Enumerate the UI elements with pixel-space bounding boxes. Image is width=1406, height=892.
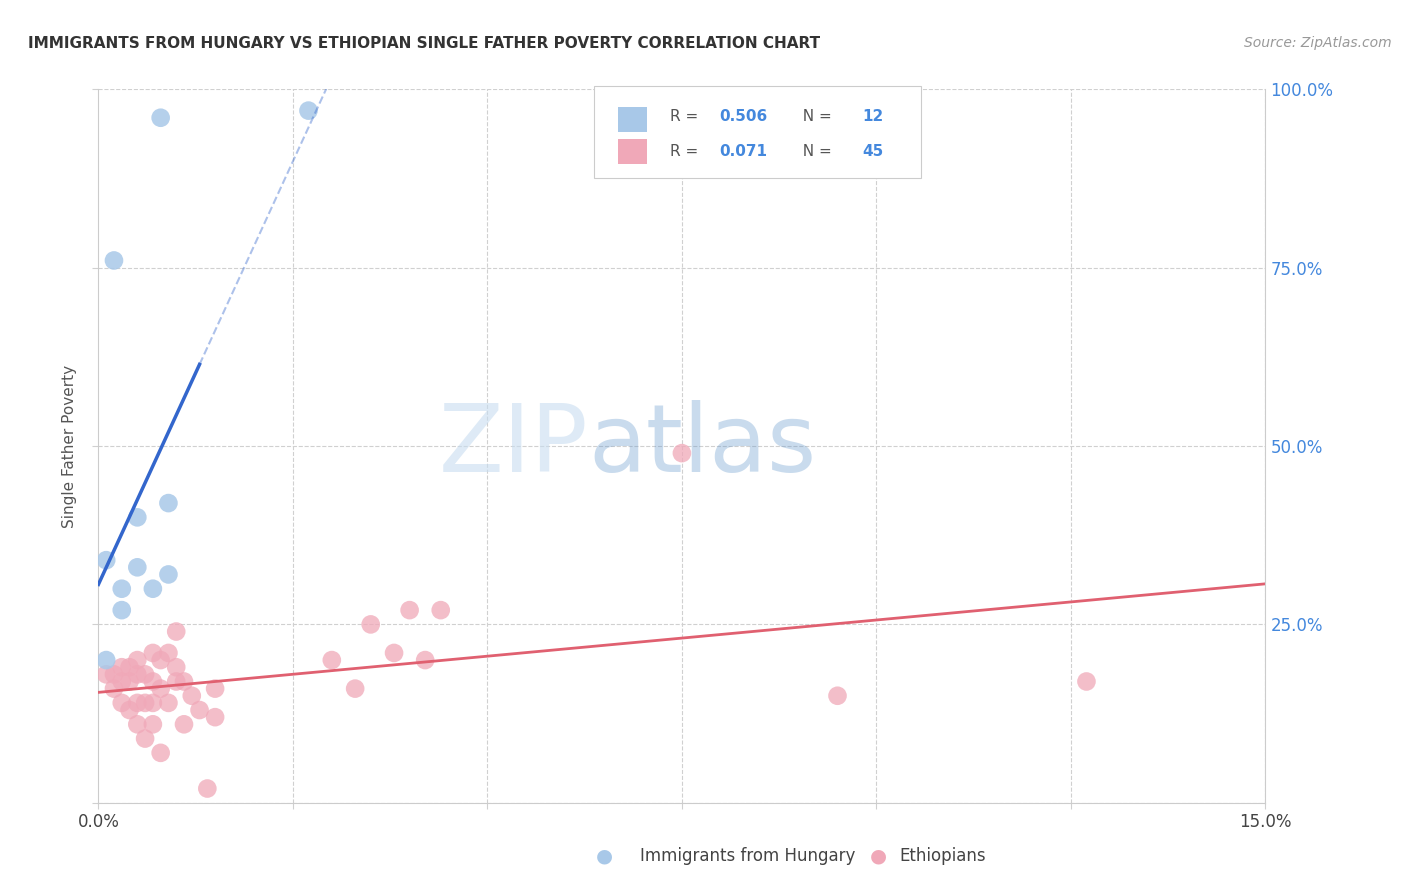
Point [157,496,180,510]
Point [157,646,180,660]
Point [157,696,180,710]
Point [96,653,118,667]
Text: 0.506: 0.506 [720,109,768,124]
Text: ●: ● [870,847,887,866]
Text: R =: R = [671,109,703,124]
Text: IMMIGRANTS FROM HUNGARY VS ETHIOPIAN SINGLE FATHER POVERTY CORRELATION CHART: IMMIGRANTS FROM HUNGARY VS ETHIOPIAN SIN… [28,36,820,51]
Point [111,660,134,674]
Y-axis label: Single Father Poverty: Single Father Poverty [62,365,77,527]
Point [111,674,134,689]
Point [165,624,187,639]
Point [180,689,202,703]
Point [188,703,211,717]
Point [103,681,125,696]
Point [118,674,141,689]
Point [103,253,125,268]
Point [142,582,165,596]
Point [165,660,187,674]
Point [142,646,165,660]
Point [111,696,134,710]
Point [149,746,172,760]
Text: ZIP: ZIP [439,400,589,492]
Point [344,681,367,696]
Point [118,660,141,674]
Text: 12: 12 [863,109,884,124]
Point [127,560,149,574]
Point [149,111,172,125]
Point [671,446,693,460]
Point [127,653,149,667]
Point [204,681,226,696]
Text: 45: 45 [863,144,884,159]
Point [127,667,149,681]
Text: 0.071: 0.071 [720,144,768,159]
Text: R =: R = [671,144,703,159]
Text: ●: ● [596,847,613,866]
Point [195,781,218,796]
Text: Source: ZipAtlas.com: Source: ZipAtlas.com [1244,36,1392,50]
Point [413,653,436,667]
Point [149,653,172,667]
Point [321,653,343,667]
Point [111,582,134,596]
Text: atlas: atlas [589,400,817,492]
Point [96,553,118,567]
Point [204,710,226,724]
Point [127,717,149,731]
Point [134,731,156,746]
Point [127,696,149,710]
Point [165,674,187,689]
Point [111,603,134,617]
Point [173,717,195,731]
Point [157,567,180,582]
Point [134,667,156,681]
Point [142,696,165,710]
FancyBboxPatch shape [617,139,647,164]
Point [1076,674,1098,689]
Point [429,603,451,617]
Point [96,667,118,681]
Point [127,510,149,524]
Point [142,674,165,689]
Text: Ethiopians: Ethiopians [900,847,987,865]
Point [173,674,195,689]
FancyBboxPatch shape [595,86,921,178]
Point [149,681,172,696]
Point [103,667,125,681]
Point [297,103,319,118]
FancyBboxPatch shape [617,107,647,132]
Text: N =: N = [793,109,837,124]
Text: N =: N = [793,144,837,159]
Point [382,646,405,660]
Point [827,689,849,703]
Point [142,717,165,731]
Point [134,696,156,710]
Text: Immigrants from Hungary: Immigrants from Hungary [640,847,855,865]
Point [398,603,420,617]
Point [118,703,141,717]
Point [360,617,382,632]
